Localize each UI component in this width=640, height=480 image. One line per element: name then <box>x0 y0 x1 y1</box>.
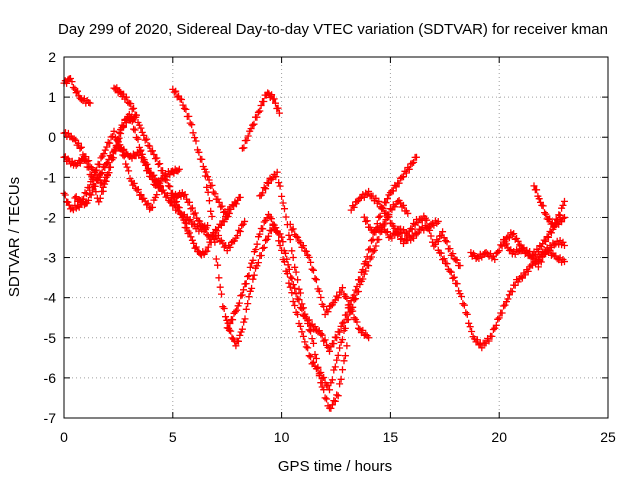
y-axis-label: SDTVAR / TECUs <box>6 177 23 297</box>
series-track-12 <box>238 89 283 152</box>
point-markers <box>180 209 233 259</box>
series-track-10 <box>201 153 421 355</box>
y-tick-label: 2 <box>48 49 56 65</box>
chart-title: Day 299 of 2020, Sidereal Day-to-day VTE… <box>58 21 608 38</box>
y-tick-label: 0 <box>48 129 56 145</box>
point-markers <box>201 153 421 355</box>
y-tick-label: -7 <box>44 410 57 426</box>
point-markers <box>238 89 283 152</box>
x-tick-label: 0 <box>60 429 68 445</box>
series-track-19 <box>500 213 568 261</box>
series-track-17 <box>434 237 568 352</box>
series-track-20 <box>530 182 568 231</box>
x-tick-label: 20 <box>491 429 507 445</box>
data-points <box>60 75 568 412</box>
grid <box>64 57 608 418</box>
x-tick-label: 25 <box>600 429 616 445</box>
y-tick-label: -6 <box>44 370 57 386</box>
series-track-14 <box>286 220 373 342</box>
series-track-6 <box>110 84 192 237</box>
x-tick-label: 5 <box>169 429 177 445</box>
y-tick-label: -5 <box>44 330 57 346</box>
series-track-13 <box>256 168 351 412</box>
point-markers <box>60 75 94 107</box>
point-markers <box>500 213 568 261</box>
series-track-9 <box>180 209 233 259</box>
point-markers <box>434 237 568 352</box>
point-markers <box>256 168 351 412</box>
plot-frame <box>63 56 609 419</box>
x-tick-label: 15 <box>383 429 399 445</box>
series-track-16 <box>360 212 464 270</box>
y-tick-label: -3 <box>44 250 57 266</box>
point-markers <box>110 84 192 237</box>
point-markers <box>71 141 212 235</box>
y-tick-label: 1 <box>48 89 56 105</box>
series-track-1 <box>60 75 94 107</box>
y-ticks: -7 -6 -5 -4 -3 -2 -1 0 1 2 <box>44 49 608 426</box>
point-markers <box>360 212 464 270</box>
y-tick-label: -4 <box>44 290 57 306</box>
series-track-5 <box>71 141 212 235</box>
x-axis-label: GPS time / hours <box>278 458 392 475</box>
y-tick-label: -2 <box>44 209 57 225</box>
point-markers <box>286 220 373 342</box>
point-markers <box>530 182 568 231</box>
x-tick-label: 10 <box>274 429 290 445</box>
y-tick-label: -1 <box>44 169 57 185</box>
